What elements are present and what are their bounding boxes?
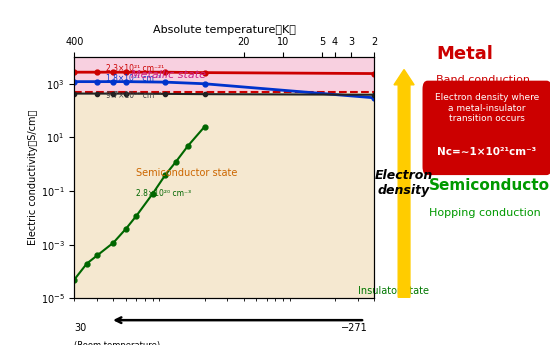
FancyBboxPatch shape (422, 81, 550, 175)
Text: Semiconductor state: Semiconductor state (136, 168, 238, 178)
Text: Electron density where
a metal-insulator
transition occurs: Electron density where a metal-insulator… (435, 93, 539, 123)
X-axis label: Absolute temperature（K）: Absolute temperature（K） (153, 25, 295, 35)
Text: (Room temperature): (Room temperature) (74, 341, 161, 345)
Text: 2.3×10²¹ cm⁻²¹: 2.3×10²¹ cm⁻²¹ (106, 64, 164, 73)
Text: Hopping conduction: Hopping conduction (429, 208, 541, 218)
Text: 30: 30 (74, 323, 86, 333)
Text: −271: −271 (341, 323, 368, 333)
Text: 9.7×10²⁰ cm⁻³: 9.7×10²⁰ cm⁻³ (106, 91, 161, 100)
FancyArrow shape (394, 70, 414, 297)
Text: metal-insulator transition occurs: metal-insulator transition occurs (121, 9, 429, 27)
Text: Insulator state: Insulator state (358, 286, 428, 296)
Bar (74, 57, 374, 92)
Text: Electron
density: Electron density (375, 169, 433, 197)
Text: Semiconductor: Semiconductor (429, 178, 550, 193)
Y-axis label: Electric conductivity（S/cm）: Electric conductivity（S/cm） (28, 110, 38, 245)
Text: Nc=∼1×10²¹cm⁻³: Nc=∼1×10²¹cm⁻³ (437, 147, 537, 157)
Bar (74, 92, 374, 298)
Text: 1.8×10²¹ cm⁻³: 1.8×10²¹ cm⁻³ (106, 74, 161, 83)
Text: Metal: Metal (436, 45, 493, 62)
Text: Band conduction: Band conduction (436, 75, 530, 85)
Text: Metallic state: Metallic state (131, 70, 206, 80)
Text: 2.8×10²⁰ cm⁻³: 2.8×10²⁰ cm⁻³ (136, 189, 191, 198)
